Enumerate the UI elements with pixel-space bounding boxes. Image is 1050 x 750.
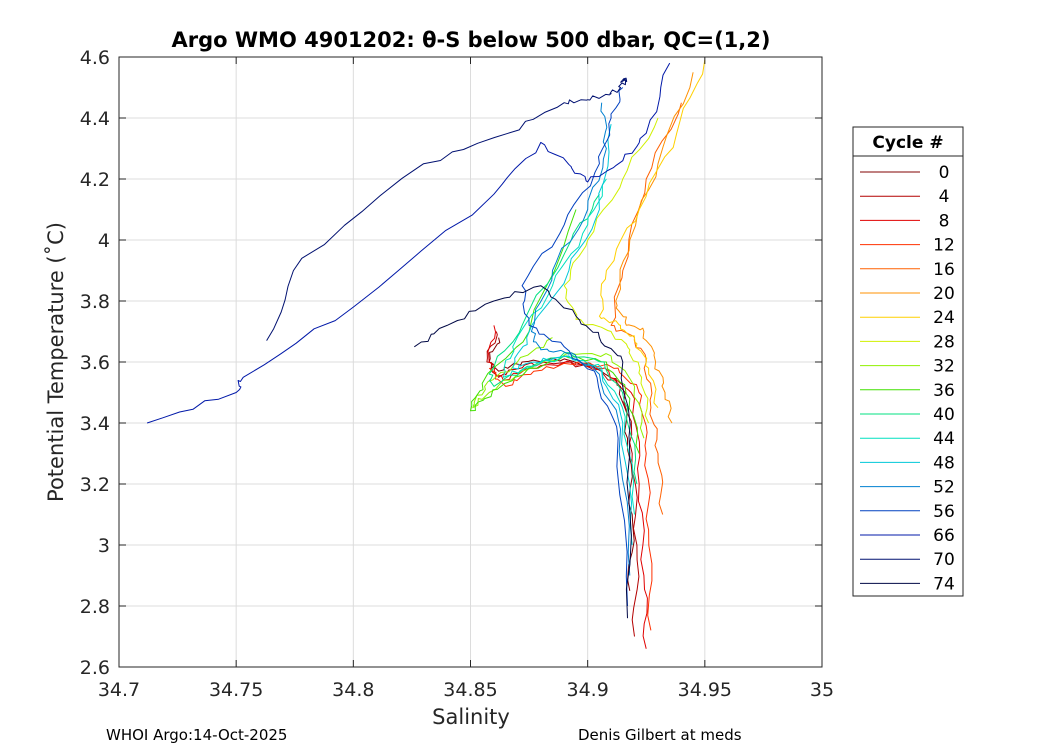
y-axis-label: Potential Temperature (˚C)	[44, 222, 68, 502]
x-tick-label: 34.85	[443, 679, 497, 701]
x-tick-label: 34.75	[209, 679, 263, 701]
y-tick-label: 4	[98, 230, 110, 252]
series-line-cycle-28	[563, 117, 659, 424]
legend-label-16: 16	[933, 260, 955, 280]
y-tick-label: 3.4	[80, 413, 110, 435]
legend: Cycle # 04812162024283236404448525666707…	[852, 126, 964, 597]
legend-label-24: 24	[933, 308, 955, 328]
series-line-cycle-8	[487, 325, 648, 649]
legend-label-56: 56	[933, 502, 955, 522]
y-tick-label: 2.6	[80, 657, 110, 679]
x-axis-label: Salinity	[432, 705, 510, 729]
y-tick-label: 3.8	[80, 291, 110, 313]
legend-box	[852, 126, 964, 597]
footer-right-credit: Denis Gilbert at meds	[578, 726, 742, 744]
series-line-cycle-66	[146, 62, 671, 424]
legend-label-74: 74	[933, 574, 955, 594]
axis-ticks: 34.7 34.75 34.8 34.85 34.9 34.95 35 2.6 2.8 3 3.2 3…	[80, 47, 834, 701]
series-line-cycle-48	[512, 123, 633, 546]
legend-label-40: 40	[933, 405, 955, 425]
footer-left-credit: WHOI Argo:14-Oct-2025	[106, 726, 288, 744]
y-tick-label: 4.4	[80, 108, 110, 130]
legend-label-0: 0	[939, 163, 950, 183]
series-line-cycle-20	[615, 72, 694, 424]
legend-label-52: 52	[933, 478, 955, 498]
series-line-cycle-56	[521, 87, 628, 607]
grid-lines	[119, 57, 822, 667]
x-tick-label: 34.9	[567, 679, 609, 701]
legend-label-28: 28	[933, 332, 955, 352]
legend-label-70: 70	[933, 550, 955, 570]
chart-title: Argo WMO 4901202: θ-S below 500 dbar, QC…	[172, 28, 771, 52]
y-tick-label: 3.2	[80, 474, 110, 496]
legend-label-44: 44	[933, 429, 955, 449]
y-tick-label: 2.8	[80, 596, 110, 618]
legend-label-12: 12	[933, 236, 955, 256]
series-line-cycle-70	[266, 77, 628, 341]
legend-label-20: 20	[933, 284, 955, 304]
legend-label-66: 66	[933, 526, 955, 546]
legend-label-8: 8	[939, 211, 950, 231]
series-line-cycle-74	[414, 285, 632, 619]
plot-area	[146, 59, 706, 649]
legend-label-4: 4	[939, 187, 950, 207]
y-tick-label: 3	[98, 535, 110, 557]
series-line-cycle-24	[598, 59, 706, 409]
series-line-cycle-12	[488, 361, 653, 631]
x-tick-label: 34.95	[678, 679, 732, 701]
y-tick-label: 4.2	[80, 169, 110, 191]
series-line-cycle-36	[470, 209, 640, 454]
series-line-cycle-52	[530, 102, 631, 576]
x-tick-label: 35	[810, 679, 834, 701]
legend-label-36: 36	[933, 381, 955, 401]
y-tick-label: 4.6	[80, 47, 110, 69]
series-line-cycle-44	[502, 178, 635, 515]
x-tick-label: 34.8	[332, 679, 374, 701]
legend-label-32: 32	[933, 357, 955, 377]
x-tick-label: 34.7	[98, 679, 140, 701]
legend-title: Cycle #	[872, 133, 943, 153]
series-line-cycle-40	[488, 193, 638, 485]
legend-label-48: 48	[933, 453, 955, 473]
y-tick-label: 3.6	[80, 352, 110, 374]
